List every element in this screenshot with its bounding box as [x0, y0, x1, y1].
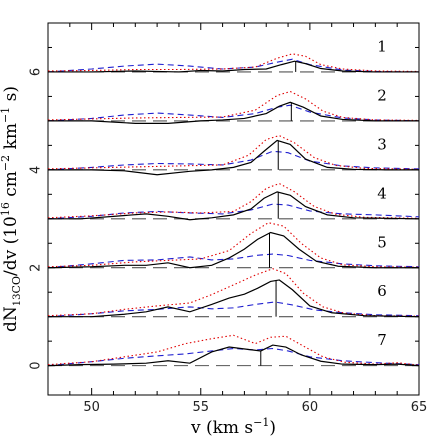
observed-line-3: [48, 139, 419, 176]
y-tick-label: 6: [29, 68, 44, 76]
y-tick-label: 0: [29, 361, 44, 369]
blue-model-line-7: [47, 347, 420, 367]
panel-number-3: 3: [377, 135, 387, 153]
panel-6: 6: [47, 268, 420, 318]
x-tick-label: 65: [411, 400, 428, 415]
plot-frame: [47, 22, 420, 396]
panel-number-2: 2: [377, 86, 387, 104]
blue-model-line-6: [47, 301, 420, 318]
blue-model-line-3: [47, 150, 420, 171]
panel-3: 3: [47, 134, 420, 176]
observed-line-7: [47, 344, 420, 367]
x-tick-label: 60: [302, 400, 319, 415]
blue-model-line-2: [47, 104, 420, 122]
observed-line-1: [48, 60, 419, 73]
panel-1: 1: [47, 37, 420, 73]
y-axis-label: dN13CO/dv (1016 cm−2 km−1 s): [0, 86, 23, 332]
y-tick-label: 4: [29, 166, 44, 174]
observed-line-2: [48, 101, 419, 124]
red-model-line-6: [47, 268, 420, 317]
series-layer: 1 2 3 4 5 6 7: [47, 37, 420, 367]
red-model-line-5: [47, 222, 420, 268]
plot-area: [47, 22, 420, 396]
panel-7: 7: [47, 331, 420, 367]
x-axis-label: v (km s−1): [190, 416, 276, 438]
observed-line-6: [48, 279, 420, 318]
x-tick-label: 55: [192, 400, 209, 415]
red-model-line-7: [47, 334, 420, 366]
panel-number-7: 7: [377, 331, 387, 349]
panel-4: 4: [47, 182, 420, 221]
panel-number-1: 1: [377, 37, 387, 55]
panel-number-5: 5: [377, 233, 387, 251]
x-tick-label: 50: [83, 400, 100, 415]
panel-5: 5: [47, 222, 420, 269]
observed-line-4: [48, 191, 420, 221]
panel-number-4: 4: [377, 184, 387, 202]
panel-2: 2: [47, 86, 420, 124]
y-tick-label: 2: [29, 264, 44, 272]
observed-line-5: [47, 231, 419, 269]
red-model-line-2: [47, 90, 420, 121]
red-model-line-3: [47, 134, 420, 170]
panel-number-6: 6: [377, 282, 387, 300]
red-model-line-4: [47, 182, 420, 219]
blue-model-line-4: [47, 203, 420, 220]
